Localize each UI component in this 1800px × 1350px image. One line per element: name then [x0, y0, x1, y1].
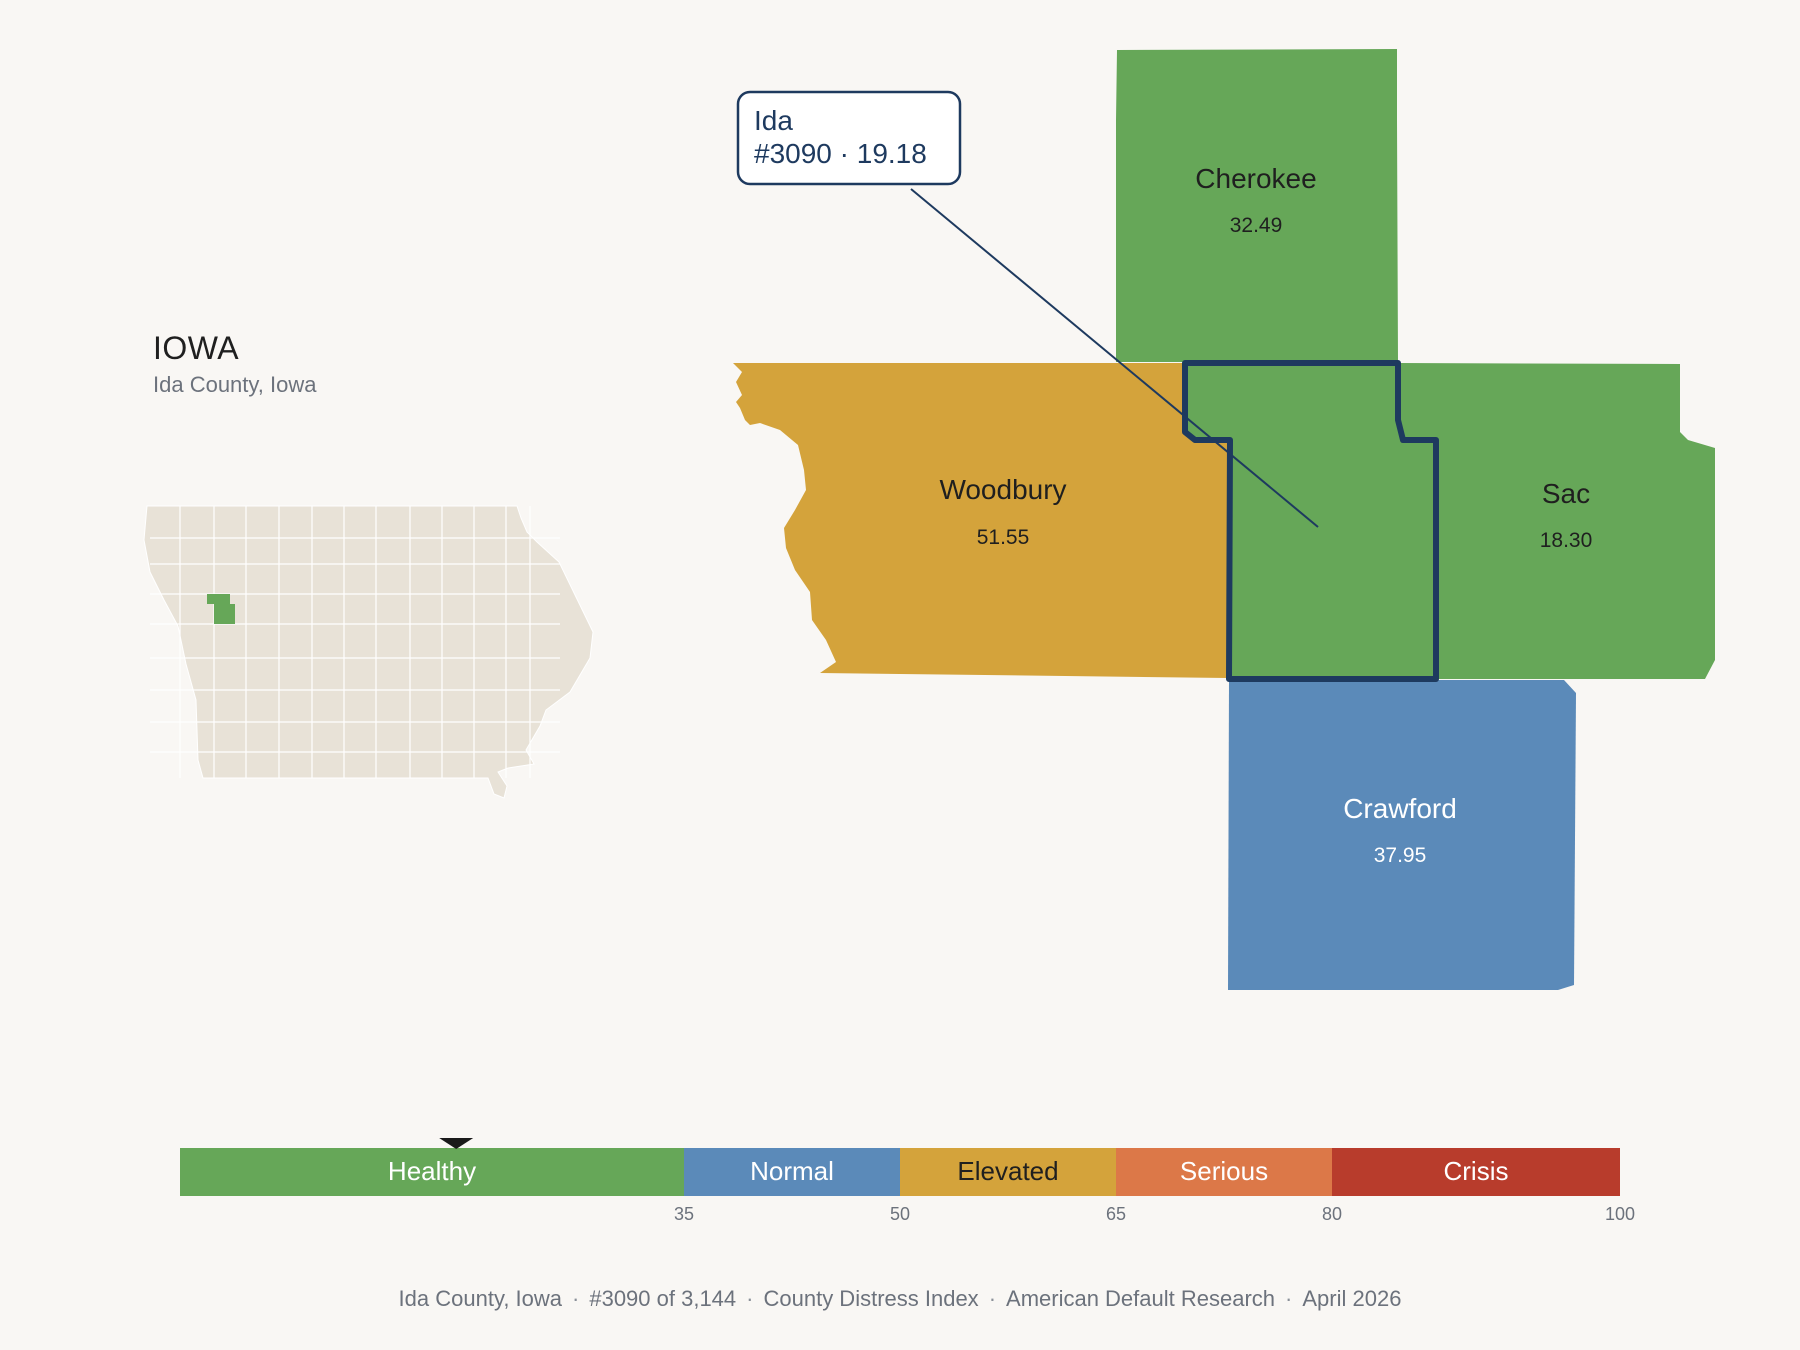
- footer-separator: ·: [988, 1286, 997, 1311]
- footer-rank: #3090 of 3,144: [589, 1286, 737, 1311]
- state-title: IOWA: [153, 330, 240, 366]
- footer: Ida County, Iowa · #3090 of 3,144 · County D…: [0, 1286, 1800, 1312]
- county-cherokee[interactable]: [1116, 49, 1398, 362]
- cherokee-label: Cherokee: [1195, 163, 1316, 194]
- iowa-state-shape: [143, 505, 594, 799]
- scale-band-elevated: [900, 1148, 1116, 1196]
- footer-date: April 2026: [1302, 1286, 1402, 1311]
- scale-tick-label: 100: [1605, 1204, 1635, 1224]
- state-subtitle: Ida County, Iowa: [153, 372, 317, 397]
- iowa-locator-map: [143, 505, 594, 799]
- scale-band-label: Healthy: [388, 1156, 476, 1186]
- woodbury-label: Woodbury: [939, 474, 1066, 505]
- sac-label: Sac: [1542, 478, 1590, 509]
- scale-band-healthy: [180, 1148, 684, 1196]
- scale-band-crisis: [1332, 1148, 1620, 1196]
- scale-band-label: Elevated: [957, 1156, 1058, 1186]
- woodbury-value: 51.55: [977, 526, 1030, 549]
- callout-county-name: Ida: [754, 105, 793, 136]
- scale-tick-label: 65: [1106, 1204, 1126, 1224]
- crawford-value: 37.95: [1374, 844, 1427, 867]
- distress-scale: Healthy Normal Elevated Serious Crisis 35 50 65…: [180, 1138, 1635, 1224]
- ida-outline: [1182, 360, 1439, 682]
- ida-county-highlight[interactable]: [207, 594, 235, 624]
- footer-index-name: County Distress Index: [763, 1286, 979, 1311]
- callout-leader-line: [910, 188, 1319, 528]
- county-grid: [150, 506, 560, 778]
- scale-band-normal: [684, 1148, 900, 1196]
- cherokee-value: 32.49: [1230, 214, 1283, 237]
- scale-tick-label: 35: [674, 1204, 694, 1224]
- footer-separator: ·: [572, 1286, 580, 1311]
- scale-band-label: Normal: [750, 1156, 834, 1186]
- footer-source: American Default Research: [1006, 1286, 1276, 1311]
- sac-value: 18.30: [1540, 529, 1593, 552]
- scale-tick-label: 50: [890, 1204, 910, 1224]
- scale-tick-label: 80: [1322, 1204, 1342, 1224]
- footer-county: Ida County, Iowa: [398, 1286, 563, 1311]
- scale-marker: [439, 1138, 474, 1149]
- callout-box: [736, 90, 962, 186]
- scale-band-serious: [1116, 1148, 1332, 1196]
- county-woodbury[interactable]: [733, 363, 1230, 678]
- footer-separator: ·: [746, 1286, 754, 1311]
- county-sac[interactable]: [1398, 363, 1715, 679]
- scale-band-label: Crisis: [1444, 1156, 1509, 1186]
- callout-rank-score: #3090 · 19.18: [754, 138, 927, 169]
- footer-separator: ·: [1285, 1286, 1293, 1311]
- county-crawford[interactable]: [1228, 680, 1576, 990]
- scale-band-label: Serious: [1180, 1156, 1268, 1186]
- crawford-label: Crawford: [1343, 793, 1457, 824]
